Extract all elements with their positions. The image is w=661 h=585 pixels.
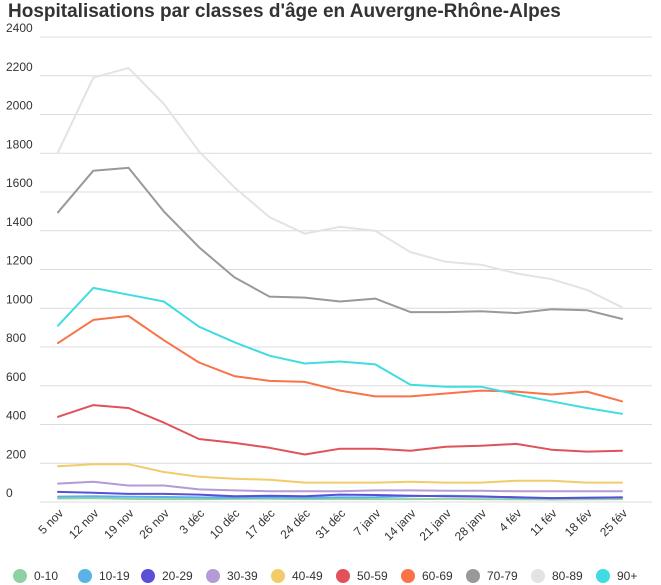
y-axis-ticks: 0 200 400 600 800 1000 1200 1400 1600 1800 2000 220…	[6, 21, 33, 500]
legend-swatch	[466, 569, 480, 583]
legend-item-70-79[interactable]: 70-79	[466, 569, 518, 583]
legend-item-80-89[interactable]: 80-89	[531, 569, 583, 583]
series-line-0-10	[57, 497, 623, 501]
y-tick-label: 2400	[6, 21, 33, 35]
legend-swatch	[206, 569, 220, 583]
legend-item-50-59[interactable]: 50-59	[336, 569, 388, 583]
gridlines	[40, 36, 652, 503]
x-tick-label: 4 fév	[496, 506, 524, 534]
legend-swatch	[13, 569, 27, 583]
y-tick-label: 1400	[6, 215, 33, 229]
legend-label: 10-19	[99, 569, 130, 583]
legend-swatch	[401, 569, 415, 583]
y-tick-label: 1600	[6, 176, 33, 190]
x-tick-label: 12 nov	[66, 506, 101, 541]
y-tick-label: 1000	[6, 292, 33, 306]
x-tick-label: 5 nov	[35, 506, 66, 537]
x-tick-label: 14 janv	[381, 506, 418, 543]
y-tick-label: 800	[6, 331, 26, 345]
series-line-70-79	[57, 166, 623, 320]
x-tick-label: 21 janv	[417, 506, 454, 543]
legend-swatch	[531, 569, 545, 583]
legend-label: 80-89	[552, 569, 583, 583]
legend-item-40-49[interactable]: 40-49	[271, 569, 323, 583]
x-tick-label: 17 déc	[242, 506, 277, 541]
series-line-20-29	[57, 490, 623, 500]
legend-swatch	[78, 569, 92, 583]
legend-label: 0-10	[34, 569, 58, 583]
x-tick-label: 26 nov	[136, 506, 171, 541]
legend-label: 70-79	[487, 569, 518, 583]
legend-label: 30-39	[227, 569, 258, 583]
y-tick-label: 0	[6, 486, 13, 500]
legend-item-0-10[interactable]: 0-10	[13, 569, 58, 583]
y-tick-label: 1200	[6, 254, 33, 268]
legend-item-90+[interactable]: 90+	[596, 569, 637, 583]
x-axis-ticks: 5 nov 12 nov 19 nov 26 nov 3 déc 10 déc 17 déc…	[35, 506, 630, 543]
legend-item-30-39[interactable]: 30-39	[206, 569, 258, 583]
x-tick-label: 24 déc	[277, 506, 312, 541]
legend-label: 40-49	[292, 569, 323, 583]
chart-title: Hospitalisations par classes d'âge en Au…	[8, 1, 561, 22]
y-tick-label: 400	[6, 409, 26, 423]
legend-swatch	[596, 569, 610, 583]
series-lines	[57, 67, 623, 501]
x-tick-label: 31 déc	[313, 506, 348, 541]
legend-label: 50-59	[357, 569, 388, 583]
legend-item-10-19[interactable]: 10-19	[78, 569, 130, 583]
legend-swatch	[271, 569, 285, 583]
x-tick-label: 3 déc	[176, 506, 207, 537]
series-line-90+	[57, 286, 623, 415]
x-tick-label: 18 fév	[562, 506, 595, 539]
y-tick-label: 2000	[6, 99, 33, 113]
series-line-50-59	[57, 404, 623, 456]
legend-label: 90+	[617, 569, 637, 583]
y-tick-label: 1800	[6, 137, 33, 151]
x-tick-label: 10 déc	[207, 506, 242, 541]
legend-label: 20-29	[162, 569, 193, 583]
x-tick-label: 28 janv	[452, 506, 489, 543]
y-tick-label: 600	[6, 370, 26, 384]
y-tick-label: 2200	[6, 60, 33, 74]
series-line-40-49	[57, 463, 623, 484]
legend-swatch	[141, 569, 155, 583]
legend-item-60-69[interactable]: 60-69	[401, 569, 453, 583]
series-line-60-69	[57, 315, 623, 403]
x-tick-label: 19 nov	[101, 506, 136, 541]
legend-swatch	[336, 569, 350, 583]
y-tick-label: 200	[6, 447, 26, 461]
series-line-30-39	[57, 480, 623, 493]
x-tick-label: 25 fév	[597, 506, 630, 539]
legend-label: 60-69	[422, 569, 453, 583]
x-tick-label: 11 fév	[527, 506, 559, 538]
legend: 0-10 10-19 20-29 30-39 40-49 50-59 60-69 70-79 8…	[13, 569, 637, 583]
x-tick-label: 7 janv	[351, 506, 384, 539]
legend-item-20-29[interactable]: 20-29	[141, 569, 193, 583]
series-line-80-89	[57, 67, 623, 309]
